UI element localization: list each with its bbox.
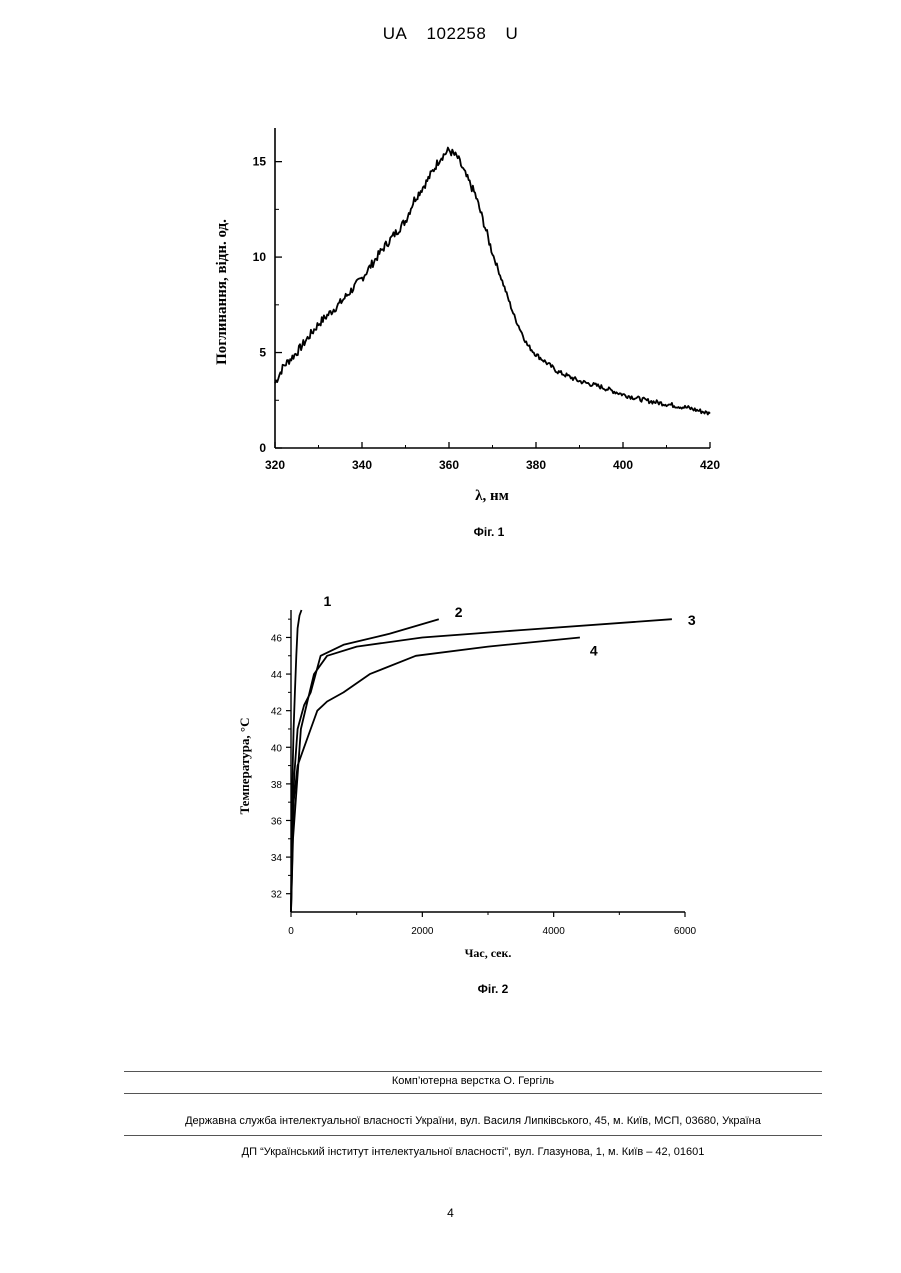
- document-kind: U: [506, 24, 519, 44]
- fig1-x-tick-label: 400: [613, 458, 633, 472]
- fig1-x-tick-label: 380: [526, 458, 546, 472]
- figure2-caption: Фіг. 2: [393, 982, 593, 996]
- footer-rule-bottom: [124, 1135, 822, 1136]
- fig1-x-tick-label: 420: [700, 458, 720, 472]
- fig1-x-tick-label: 340: [352, 458, 372, 472]
- patent-number: 102258: [427, 24, 487, 44]
- fig2-y-tick-label: 36: [271, 816, 283, 827]
- country-code: UA: [383, 24, 408, 44]
- temperature-curve-4: [291, 638, 580, 913]
- fig2-y-axis-label: Температура, °C: [237, 718, 252, 815]
- footer-institute-address: ДП “Український інститут інтелектуальної…: [124, 1146, 822, 1158]
- figure1-caption: Фіг. 1: [389, 525, 589, 539]
- fig2-y-tick-label: 32: [271, 890, 283, 901]
- fig2-x-tick-label: 6000: [674, 926, 697, 937]
- curve-label-1: 1: [324, 595, 332, 609]
- fig2-y-tick-label: 38: [271, 780, 283, 791]
- footer-rule-middle: [124, 1093, 822, 1094]
- figure2-chart: 02000400060003234363840424446 1234 Темпе…: [225, 595, 715, 975]
- temperature-curve-2: [291, 619, 439, 912]
- fig2-y-tick-label: 40: [271, 743, 283, 754]
- fig2-y-tick-label: 46: [271, 633, 283, 644]
- footer-layout-credit: Комп’ютерна верстка О. Гергіль: [124, 1075, 822, 1087]
- curve-label-4: 4: [590, 642, 598, 658]
- fig2-x-tick-label: 4000: [543, 926, 566, 937]
- fig1-x-tick-label: 360: [439, 458, 459, 472]
- footer-service-address: Державна служба інтелектуальної власност…: [124, 1115, 822, 1127]
- fig2-x-tick-label: 2000: [411, 926, 434, 937]
- fig2-y-tick-label: 34: [271, 853, 283, 864]
- temperature-curve-3: [291, 619, 672, 912]
- fig1-y-tick-label: 5: [259, 346, 266, 360]
- fig2-x-axis-label: Час, сек.: [465, 946, 512, 960]
- absorption-spectrum-line: [275, 148, 710, 415]
- figure1-chart: 320 340 360 380 400 420 0 5 10 15 Поглинання, від…: [200, 110, 740, 520]
- fig1-x-tick-label: 320: [265, 458, 285, 472]
- curve-label-2: 2: [455, 604, 463, 620]
- fig1-y-tick-label: 10: [253, 250, 267, 264]
- fig1-y-tick-label: 15: [253, 155, 267, 169]
- fig2-y-tick-label: 42: [271, 707, 283, 718]
- document-header: UA 102258 U: [0, 24, 901, 44]
- fig1-x-axis-label: λ, нм: [475, 488, 509, 504]
- fig1-y-axis-label: Поглинання, відн. од.: [214, 219, 230, 365]
- fig2-x-tick-label: 0: [288, 926, 294, 937]
- page-number: 4: [0, 1206, 901, 1220]
- curve-label-3: 3: [688, 612, 696, 628]
- fig2-y-tick-label: 44: [271, 670, 283, 681]
- fig1-y-tick-label: 0: [259, 441, 266, 455]
- footer-rule-top: [124, 1071, 822, 1072]
